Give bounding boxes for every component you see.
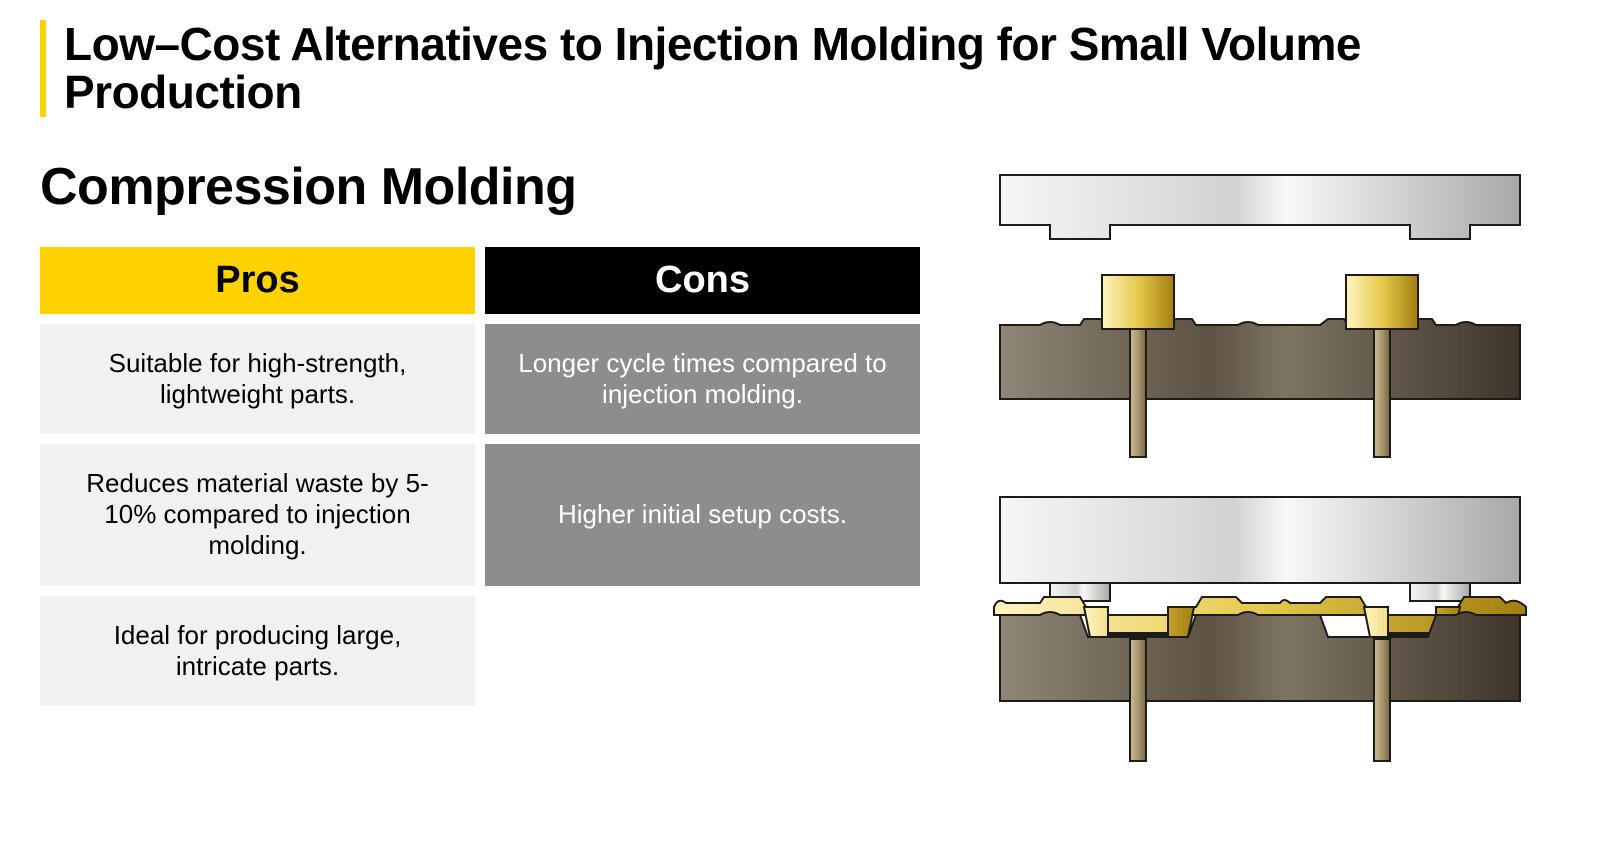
table-cell-empty	[485, 596, 920, 706]
pros-cons-section: Compression Molding Pros Cons Suitable f…	[40, 157, 920, 767]
diagram-column	[960, 157, 1560, 767]
compression-mold-open-diagram	[980, 167, 1540, 467]
table-cell-pro: Suitable for high-strength, lightweight …	[40, 324, 475, 434]
table-cell-con: Longer cycle times compared to injection…	[485, 324, 920, 434]
table-cell-pro: Reduces material waste by 5-10% compared…	[40, 444, 475, 586]
table-cell-con: Higher initial setup costs.	[485, 444, 920, 586]
page-title: Low–Cost Alternatives to Injection Moldi…	[64, 20, 1560, 117]
pros-cons-table: Pros Cons Suitable for high-strength, li…	[40, 247, 920, 706]
section-title: Compression Molding	[40, 157, 920, 217]
title-accent-bar	[40, 20, 46, 117]
table-header-cons: Cons	[485, 247, 920, 314]
table-cell-pro: Ideal for producing large, intricate par…	[40, 596, 475, 706]
compression-mold-closed-diagram	[980, 467, 1540, 767]
table-header-pros: Pros	[40, 247, 475, 314]
